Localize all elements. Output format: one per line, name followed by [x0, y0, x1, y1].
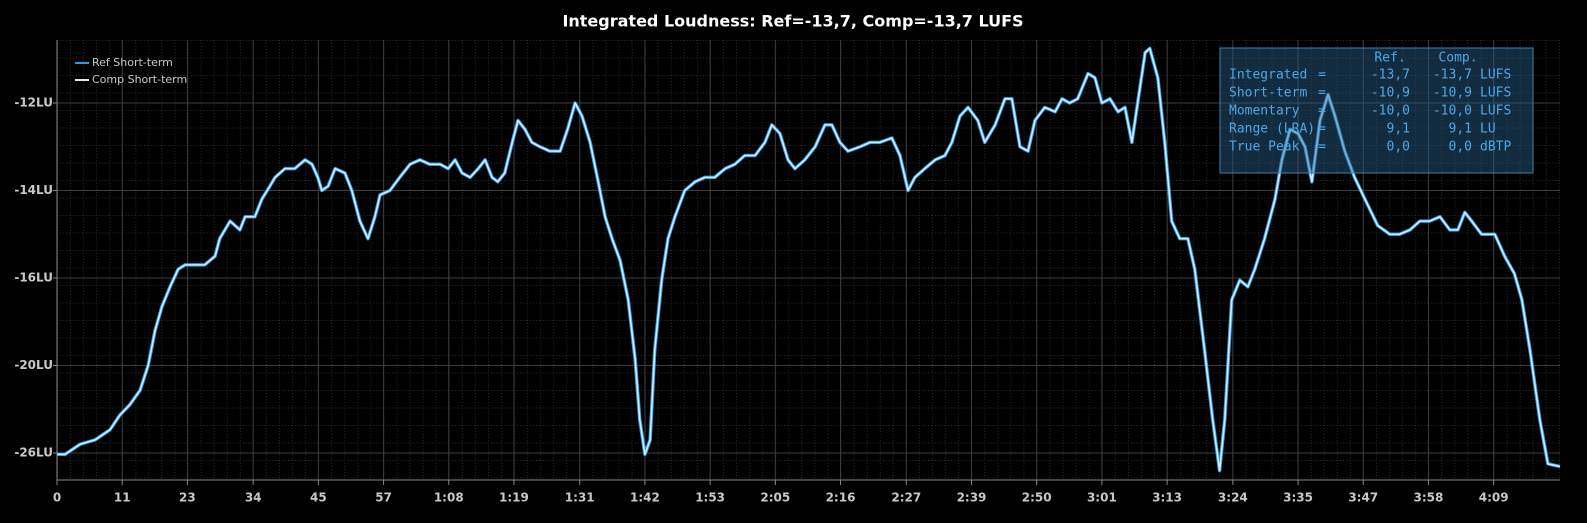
x-tick-label: 1:19	[499, 491, 529, 505]
stats-separator: =	[1318, 122, 1326, 137]
legend: Ref Short-term Comp Short-term	[75, 56, 187, 86]
y-tick-label: -20LU	[14, 358, 53, 372]
x-tick-label: 3:35	[1283, 491, 1313, 505]
x-tick-label: 3:24	[1218, 491, 1248, 505]
x-tick-label: 4:09	[1479, 491, 1509, 505]
stats-unit: LUFS	[1480, 68, 1511, 83]
x-tick-label: 57	[375, 491, 392, 505]
stats-unit: LU	[1480, 122, 1496, 137]
stats-table: Ref. Comp. Integrated = -13,7 -13,7 LUFS Short-…	[1229, 51, 1511, 155]
stats-comp: 9,1	[1449, 122, 1472, 137]
stats-label: Short-term	[1229, 86, 1307, 101]
y-tick-label: -16LU	[14, 271, 53, 285]
x-tick-label: 11	[114, 491, 131, 505]
x-tick-label: 34	[245, 491, 262, 505]
x-tick-label: 1:53	[695, 491, 725, 505]
y-tick-label: -12LU	[14, 96, 53, 110]
stats-separator: =	[1318, 104, 1326, 119]
stats-label: Momentary	[1229, 104, 1300, 119]
stats-ref: -10,9	[1371, 86, 1410, 101]
y-tick-label: -26LU	[14, 446, 53, 460]
legend-label: Comp Short-term	[92, 73, 187, 86]
x-tick-label: 1:08	[434, 491, 464, 505]
x-tick-label: 2:16	[826, 491, 856, 505]
stats-comp: -10,9	[1433, 86, 1472, 101]
x-tick-label: 3:58	[1414, 491, 1444, 505]
stats-label: True Peak	[1229, 140, 1300, 155]
stats-label: Range (LRA)	[1229, 122, 1315, 137]
stats-ref: -10,0	[1371, 104, 1410, 119]
stats-comp: 0,0	[1449, 140, 1472, 155]
legend-label: Ref Short-term	[92, 56, 173, 69]
stats-separator: =	[1318, 140, 1326, 155]
stats-label: Integrated	[1229, 68, 1307, 83]
x-tick-label: 2:50	[1022, 491, 1052, 505]
x-tick-label: 23	[179, 491, 196, 505]
x-tick-label: 3:47	[1348, 491, 1378, 505]
stats-box	[1219, 47, 1534, 174]
stats-separator: =	[1318, 86, 1326, 101]
chart-title: Integrated Loudness: Ref=-13,7, Comp=-13…	[562, 12, 1023, 31]
x-tick-label: 1:31	[565, 491, 595, 505]
stats-unit: LUFS	[1480, 104, 1511, 119]
series-line	[57, 47, 1561, 472]
stats-ref: 0,0	[1387, 140, 1410, 155]
stats-header: Ref.	[1374, 51, 1405, 66]
lines	[57, 46, 1561, 473]
y-tick-label: -14LU	[14, 183, 53, 197]
x-tick-label: 45	[310, 491, 327, 505]
stats-ref: 9,1	[1387, 122, 1410, 137]
x-tick-label: 2:05	[760, 491, 790, 505]
stats-separator: =	[1318, 68, 1326, 83]
stats-header: Comp.	[1438, 51, 1477, 66]
x-tick-label: 2:27	[891, 491, 921, 505]
minor-grid	[57, 40, 1560, 480]
x-tick-label: 3:01	[1087, 491, 1117, 505]
stats-unit: dBTP	[1480, 140, 1511, 155]
x-tick-label: 1:42	[630, 491, 660, 505]
stats-unit: LUFS	[1480, 86, 1511, 101]
x-tick-label: 2:39	[957, 491, 987, 505]
x-tick-label: 3:13	[1152, 491, 1182, 505]
stats-comp: -13,7	[1433, 68, 1472, 83]
stats-ref: -13,7	[1371, 68, 1410, 83]
stats-comp: -10,0	[1433, 104, 1472, 119]
grid	[53, 40, 1560, 485]
x-tick-label: 0	[53, 491, 61, 505]
